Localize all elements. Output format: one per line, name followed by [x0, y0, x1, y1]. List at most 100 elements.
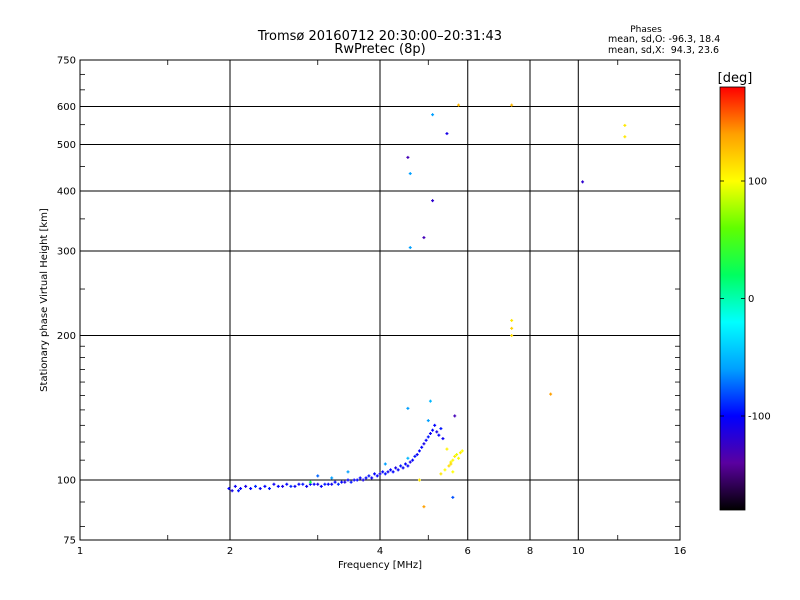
data-point	[426, 435, 430, 439]
data-point	[431, 113, 435, 117]
data-point	[364, 476, 368, 480]
data-point	[276, 484, 280, 488]
data-point	[239, 487, 243, 491]
data-point	[433, 423, 437, 427]
data-point	[449, 462, 453, 466]
data-point	[258, 487, 262, 491]
data-point	[383, 472, 387, 476]
data-point	[406, 456, 410, 460]
data-point	[249, 487, 253, 491]
data-point	[455, 453, 459, 457]
y-tick-label: 750	[57, 56, 76, 67]
x-tick-label: 1	[77, 546, 83, 557]
y-tick-label: 600	[57, 102, 76, 113]
data-point	[305, 484, 309, 488]
data-point	[445, 132, 449, 136]
data-point	[435, 430, 439, 434]
data-point	[458, 451, 462, 455]
data-point	[316, 482, 320, 486]
data-point	[326, 482, 330, 486]
data-point	[285, 482, 289, 486]
data-point	[439, 472, 443, 476]
data-point	[420, 445, 424, 449]
x-tick-label: 4	[377, 546, 383, 557]
data-point	[437, 433, 441, 437]
data-point	[336, 482, 340, 486]
data-point	[549, 392, 553, 396]
data-point	[281, 484, 285, 488]
phases-line-o: mean, sd,O: -96.3, 18.4	[608, 34, 720, 45]
data-point	[301, 482, 305, 486]
minor-ticks	[80, 60, 680, 540]
data-point	[422, 236, 426, 240]
data-point	[230, 489, 234, 493]
data-point	[406, 464, 410, 468]
data-point	[227, 487, 231, 491]
data-point	[375, 474, 379, 478]
data-point	[417, 478, 421, 482]
data-point	[289, 484, 293, 488]
data-point	[453, 454, 457, 458]
data-point	[340, 480, 344, 484]
x-tick-labels: 1 2 4 6 8 10 16	[77, 546, 687, 557]
data-point	[623, 135, 627, 139]
data-point	[253, 484, 257, 488]
data-point	[312, 482, 316, 486]
data-point	[308, 480, 312, 484]
y-tick-label: 200	[57, 331, 76, 342]
data-point	[447, 464, 451, 468]
grid-lines	[80, 60, 680, 540]
data-point	[422, 442, 426, 446]
data-point	[510, 326, 514, 330]
x-tick-label: 6	[465, 546, 471, 557]
data-point	[457, 456, 461, 460]
data-point	[408, 246, 412, 250]
data-point	[441, 437, 445, 441]
data-point	[413, 454, 417, 458]
data-point	[406, 155, 410, 159]
data-point	[403, 462, 407, 466]
colorbar	[719, 86, 746, 511]
data-point	[443, 468, 447, 472]
y-tick-label: 400	[57, 187, 76, 198]
phases-title: Phases	[630, 25, 662, 35]
data-point	[399, 464, 403, 468]
data-point	[267, 487, 271, 491]
data-point	[415, 453, 419, 457]
colorbar-ticks: 100 0 -100	[720, 177, 771, 423]
data-point	[428, 432, 432, 436]
data-point	[272, 482, 276, 486]
data-point	[408, 172, 412, 176]
data-point	[297, 482, 301, 486]
data-point	[451, 495, 455, 499]
colorbar-label: [deg]	[718, 71, 753, 86]
chart-title-line1: Tromsø 20160712 20:30:00–20:31:43	[257, 29, 502, 44]
data-point	[422, 505, 426, 509]
data-point	[391, 470, 395, 474]
data-point	[396, 468, 400, 472]
data-point	[510, 318, 514, 322]
data-point	[316, 474, 320, 478]
data-point	[293, 484, 297, 488]
y-tick-label: 100	[57, 476, 76, 487]
data-point	[330, 482, 334, 486]
data-point	[417, 449, 421, 453]
data-point	[346, 470, 350, 474]
data-point	[451, 470, 455, 474]
data-point	[451, 458, 455, 462]
data-point	[370, 476, 374, 480]
data-point	[394, 466, 398, 470]
data-point	[383, 462, 387, 466]
phases-line-x: mean, sd,X: 94.3, 23.6	[608, 45, 719, 56]
chart-title-line2: RwPretec (8p)	[334, 42, 425, 57]
data-point	[439, 427, 443, 431]
x-axis-label: Frequency [MHz]	[338, 560, 422, 571]
data-point	[401, 466, 405, 470]
x-tick-label: 8	[527, 546, 533, 557]
data-point	[386, 470, 390, 474]
x-tick-label: 16	[674, 546, 687, 557]
data-point	[623, 123, 627, 127]
y-tick-label: 75	[63, 536, 76, 547]
data-point	[349, 480, 353, 484]
data-point	[352, 478, 356, 482]
